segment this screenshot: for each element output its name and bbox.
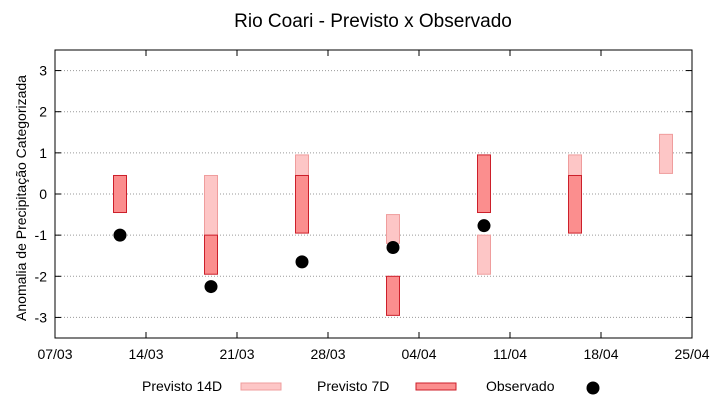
range-bars: [113, 133, 673, 316]
previsto-14d-bar: [386, 214, 400, 244]
observado-point: [386, 240, 400, 254]
y-tick-label: 3: [39, 63, 47, 79]
x-tick-label: 14/03: [128, 346, 163, 362]
observado-point: [295, 255, 309, 269]
y-tick-label: 0: [39, 186, 47, 202]
x-tick-label: 18/04: [583, 346, 618, 362]
observado-point: [204, 280, 218, 294]
y-tick-label: 1: [39, 145, 47, 161]
legend-previsto-14d-swatch: [240, 382, 282, 391]
previsto-7d-bar: [113, 174, 127, 214]
legend-previsto-7d-label: Previsto 7D: [317, 378, 389, 394]
legend-previsto-7d: Previsto 7D: [317, 378, 457, 394]
previsto-7d-bar: [295, 174, 309, 234]
previsto-14d-bar: [659, 133, 673, 174]
y-tick-label: -2: [35, 268, 48, 284]
previsto-7d-bar: [568, 174, 582, 234]
x-tick-label: 07/03: [37, 346, 72, 362]
previsto-7d-bar: [386, 275, 400, 316]
legend-previsto-14d-label: Previsto 14D: [142, 378, 222, 394]
x-tick-label: 28/03: [310, 346, 345, 362]
previsto-14d-bar: [477, 234, 491, 275]
legend-previsto-14d: Previsto 14D: [142, 378, 282, 394]
axis-ticks: -3 -2 -1 0 1 2 3 07/03 14/03 21/03 28/03 04/04 11/04…: [35, 50, 710, 362]
previsto-7d-bar: [477, 154, 491, 214]
legend-observado-marker: [586, 381, 600, 395]
y-tick-label: -1: [35, 227, 48, 243]
observed-points: [113, 219, 491, 294]
gridlines: [55, 70, 692, 318]
y-tick-label: 2: [39, 104, 47, 120]
x-tick-label: 25/04: [674, 346, 709, 362]
x-tick-label: 04/04: [401, 346, 436, 362]
legend-observado: Observado: [486, 378, 600, 395]
legend-observado-label: Observado: [486, 378, 555, 394]
x-tick-label: 11/04: [493, 346, 527, 362]
y-axis-label: Anomalia de Precipitação Categorizada: [13, 75, 29, 321]
previsto-14d-bar: [204, 174, 218, 236]
x-tick-label: 21/03: [219, 346, 254, 362]
observado-point: [477, 219, 491, 233]
legend: Previsto 14D Previsto 7D Observado: [142, 378, 600, 395]
y-tick-label: -3: [35, 309, 48, 325]
legend-previsto-7d-swatch: [415, 382, 457, 391]
previsto-14d-bar: [568, 154, 582, 179]
previsto-14d-bar: [295, 154, 309, 179]
observado-point: [113, 228, 127, 242]
previsto-7d-bar: [204, 234, 218, 275]
chart-title: Rio Coari - Previsto x Observado: [234, 11, 512, 32]
